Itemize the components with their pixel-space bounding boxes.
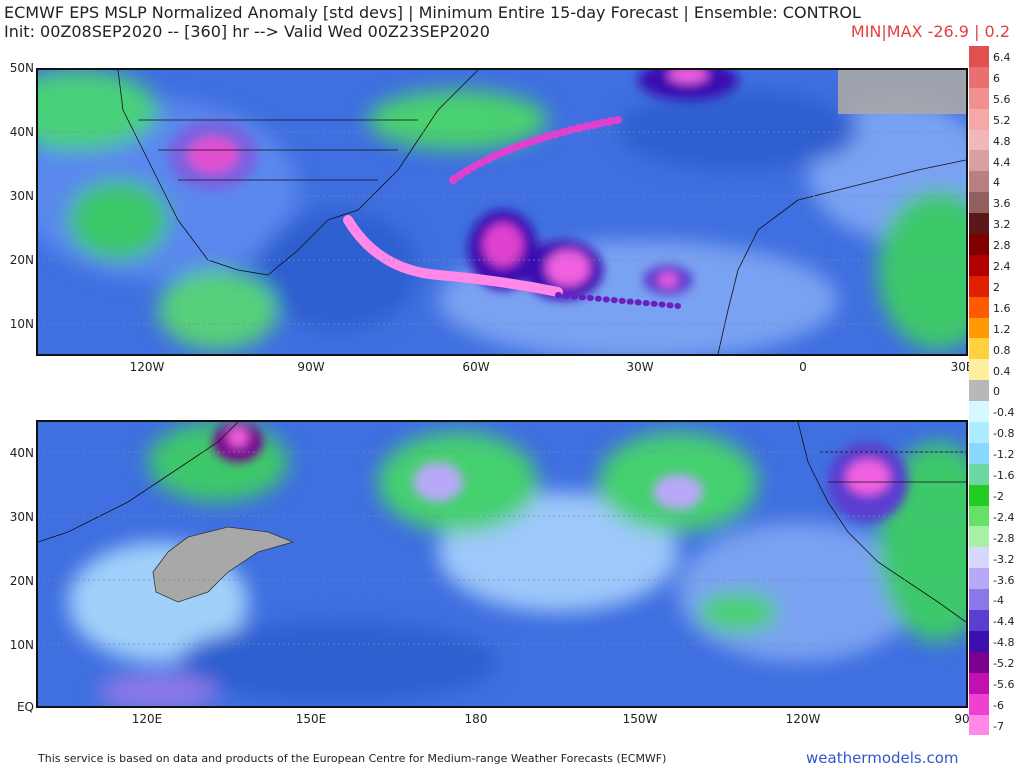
colorbar-swatch: [969, 630, 989, 652]
colorbar-label: -7: [993, 719, 1004, 733]
lat-label: 20N: [9, 574, 34, 588]
colorbar-label: -1.2: [993, 448, 1015, 462]
lon-label: 0: [799, 360, 807, 374]
colorbar-label: -3.2: [993, 552, 1015, 566]
colorbar-swatch: [969, 380, 989, 402]
colorbar-label: -0.8: [993, 427, 1015, 441]
colorbar-swatch: [969, 46, 989, 67]
lon-label: 90: [954, 712, 970, 726]
colorbar-label: 0.4: [993, 364, 1011, 378]
colorbar-label: -1.6: [993, 469, 1015, 482]
colorbar-label: 3.2: [993, 218, 1011, 232]
lat-label: 30N: [9, 510, 34, 524]
lon-label: 150E: [295, 712, 327, 726]
colorbar-swatch: [969, 422, 989, 443]
lat-label: EQ: [16, 700, 34, 714]
anomaly-colorbar: [969, 46, 989, 736]
lat-label: 40N: [9, 446, 34, 460]
colorbar-label: 5.2: [993, 113, 1011, 127]
lon-label: 120W: [129, 360, 165, 374]
brand-link[interactable]: weathermodels.com: [806, 749, 959, 767]
colorbar-label: -0.4: [993, 406, 1015, 420]
lon-label: 60W: [462, 360, 490, 374]
colorbar-swatch: [969, 484, 989, 506]
colorbar-label: -5.6: [993, 678, 1015, 691]
colorbar-swatch: [969, 526, 989, 548]
lon-label: 30E: [950, 360, 974, 374]
map-subtitle: Init: 00Z08SEP2020 -- [360] hr --> Valid…: [4, 22, 490, 41]
colorbar-label: 0: [993, 385, 1000, 399]
colorbar-label: 3.6: [993, 197, 1011, 211]
colorbar-swatch: [969, 651, 989, 673]
colorbar-label: 1.2: [993, 322, 1011, 336]
colorbar-label: 1.6: [993, 301, 1011, 315]
colorbar-swatch: [969, 589, 989, 611]
colorbar-swatch: [969, 568, 989, 590]
min-max-readout: MIN|MAX -26.9 | 0.2: [850, 22, 1010, 41]
colorbar-label: 4.4: [993, 155, 1011, 169]
lon-label: 30W: [626, 360, 654, 374]
colorbar-label: 4.8: [993, 134, 1011, 148]
pacific-map-graphic: [38, 422, 966, 706]
colorbar-label: 5.6: [993, 92, 1011, 106]
colorbar-swatch: [969, 672, 989, 694]
lon-label: 150W: [622, 712, 658, 726]
lon-label: 90W: [297, 360, 325, 374]
colorbar-swatch: [969, 213, 989, 235]
colorbar-swatch: [969, 234, 989, 255]
atlantic-map-graphic: [38, 70, 966, 354]
colorbar-label: 2: [993, 280, 1000, 294]
lat-label: 10N: [9, 638, 34, 652]
colorbar-swatch: [969, 338, 989, 360]
colorbar-label: 6: [993, 71, 1000, 85]
colorbar-swatch: [969, 317, 989, 339]
lon-label: 120W: [785, 712, 821, 726]
lat-label: 50N: [9, 61, 34, 75]
colorbar-label: -6: [993, 698, 1004, 712]
colorbar-swatch: [969, 87, 989, 109]
colorbar-swatch: [969, 359, 989, 381]
attribution-text: This service is based on data and produc…: [38, 752, 667, 765]
lat-label: 10N: [9, 317, 34, 331]
colorbar-swatch: [969, 463, 989, 485]
colorbar-label: 4: [993, 176, 1000, 190]
colorbar-label: -2.4: [993, 510, 1015, 524]
lat-label: 40N: [9, 125, 34, 139]
lat-label: 20N: [9, 253, 34, 267]
colorbar-label: -4.4: [993, 615, 1015, 629]
colorbar-label: 0.8: [993, 343, 1011, 357]
colorbar-swatch: [969, 129, 989, 151]
colorbar-swatch: [969, 401, 989, 423]
colorbar-swatch: [969, 296, 989, 318]
atlantic-anomaly-map: [36, 68, 968, 356]
lat-label: 30N: [9, 189, 34, 203]
colorbar-label: -2: [993, 489, 1004, 503]
colorbar-swatch: [969, 442, 989, 464]
colorbar-swatch: [969, 505, 989, 527]
colorbar-label: -3.6: [993, 573, 1015, 587]
colorbar-swatch: [969, 150, 989, 172]
colorbar-label: -2.8: [993, 531, 1015, 545]
colorbar-swatch: [969, 275, 989, 297]
colorbar-label: 6.4: [993, 51, 1011, 64]
colorbar-swatch: [969, 108, 989, 130]
colorbar-swatch: [969, 66, 989, 88]
colorbar-label: -4: [993, 594, 1004, 608]
colorbar-swatch: [969, 171, 989, 193]
lon-label: 120E: [131, 712, 163, 726]
colorbar-label: -4.8: [993, 636, 1015, 650]
colorbar-swatch: [969, 693, 989, 715]
colorbar-swatch: [969, 610, 989, 631]
colorbar-swatch: [969, 547, 989, 569]
pacific-anomaly-map: [36, 420, 968, 708]
lon-label: 180: [464, 712, 488, 726]
map-title: ECMWF EPS MSLP Normalized Anomaly [std d…: [4, 3, 861, 22]
colorbar-label: 2.4: [993, 260, 1011, 273]
colorbar-label: -5.2: [993, 657, 1015, 671]
colorbar-swatch: [969, 714, 989, 736]
colorbar-swatch: [969, 192, 989, 214]
colorbar-label: 2.8: [993, 239, 1011, 253]
colorbar-swatch: [969, 254, 989, 276]
